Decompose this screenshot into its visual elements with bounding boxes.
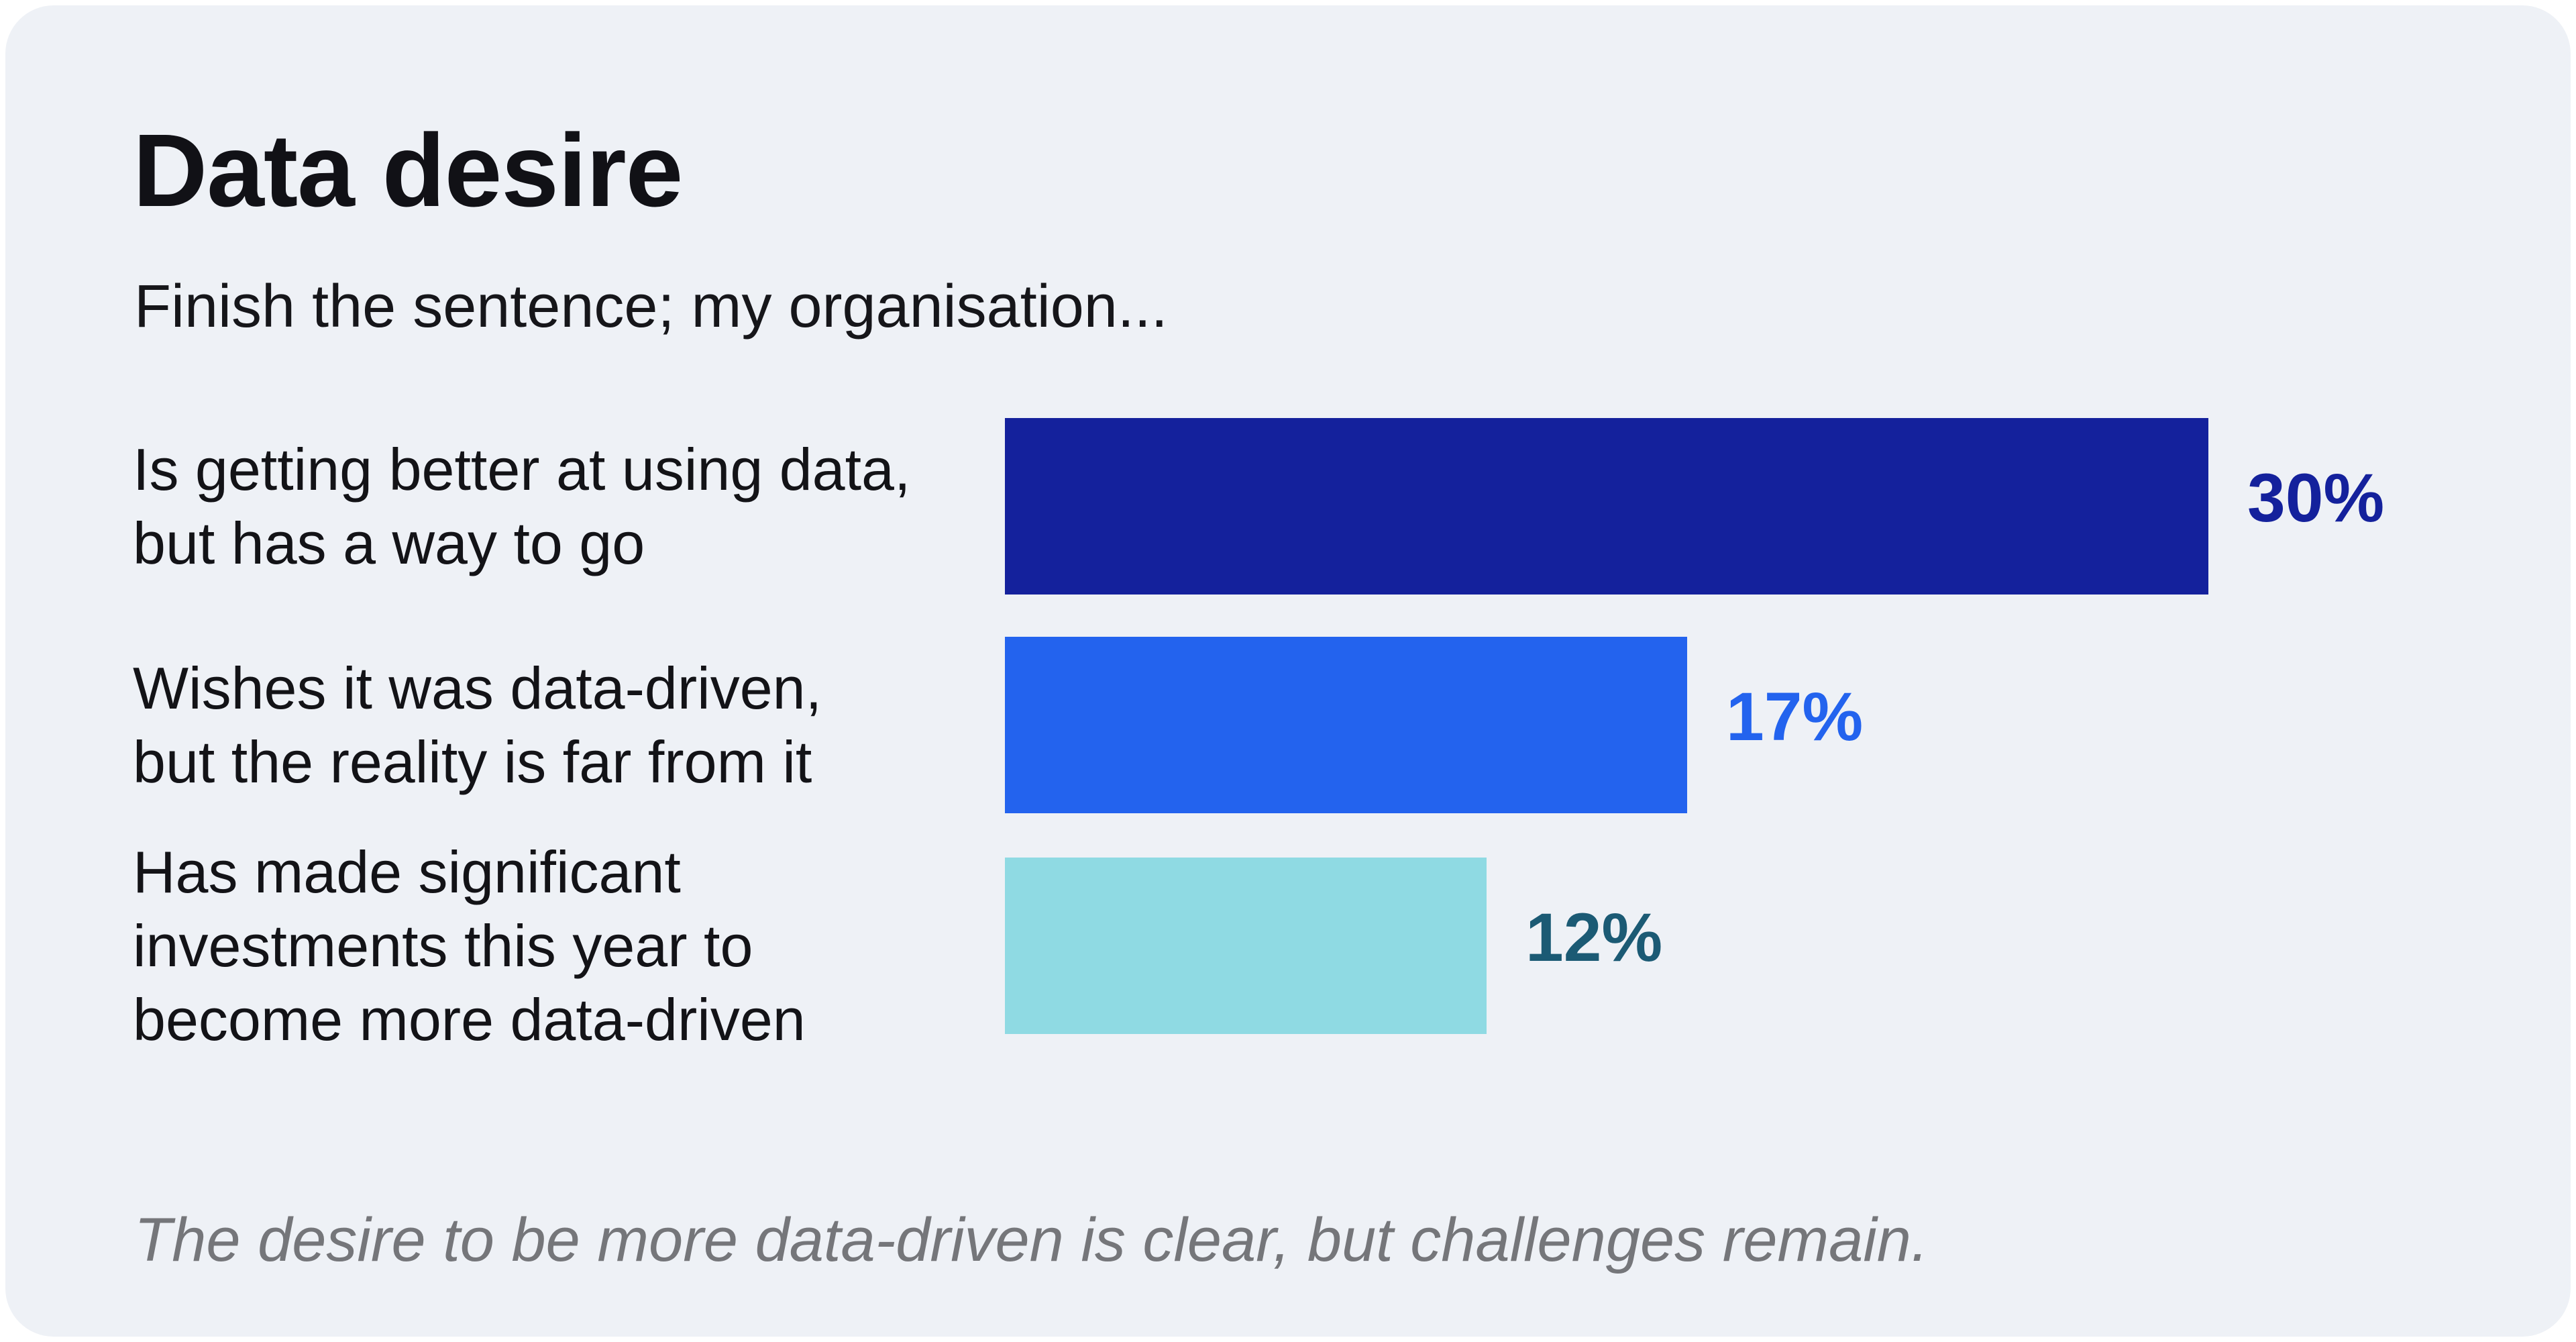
bar-label-line: Wishes it was data-driven, [133,654,822,721]
value-label: 17% [1726,678,1864,755]
bar [1005,858,1487,1034]
chart-title: Data desire [133,113,683,228]
bar-label-line: become more data-driven [133,986,806,1053]
value-label: 30% [2247,460,2385,536]
chart-row: Is getting better at using data, but has… [133,418,2571,595]
chart-card: Data desire Finish the sentence; my orga… [5,5,2571,1337]
chart-subtitle: Finish the sentence; my organisation... [134,273,1168,340]
chart-footnote: The desire to be more data-driven is cle… [134,1206,1929,1274]
bar-label-line: investments this year to [133,912,753,979]
bar-label-line: Is getting better at using data, [133,435,911,503]
bar-label-line: Has made significant [133,838,681,905]
bar [1005,418,2208,595]
chart-row: Has made significant investments this ye… [133,839,2571,1053]
bar-label: Is getting better at using data, but has… [133,433,1005,580]
bar [1005,637,1687,813]
bar-label: Has made significant investments this ye… [133,835,1005,1057]
chart-row: Wishes it was data-driven, but the reali… [133,637,2571,813]
bar-label-line: but has a way to go [133,509,645,576]
value-label: 12% [1525,899,1663,976]
bar-label-line: but the reality is far from it [133,728,812,795]
bar-label: Wishes it was data-driven, but the reali… [133,652,1005,799]
